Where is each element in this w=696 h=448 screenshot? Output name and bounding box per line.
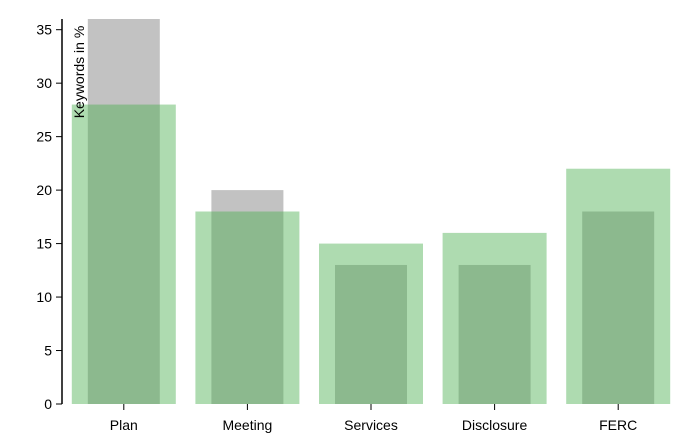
y-tick-label: 0 <box>44 396 52 412</box>
y-tick-label: 5 <box>44 343 52 359</box>
bar-series-1-ferc <box>582 211 655 404</box>
x-ticks: Plan Meeting Services Disclosure FERC <box>110 404 637 433</box>
bar-series-1-meeting <box>211 190 284 404</box>
series-2-bars <box>71 104 671 405</box>
bar-series-2-ferc <box>566 168 671 404</box>
y-tick-label: 20 <box>36 182 52 198</box>
bar-series-2-meeting <box>195 211 300 404</box>
y-axis: 0 5 10 15 20 25 30 35 <box>36 19 63 412</box>
y-axis-title: Keywords in % <box>71 26 87 119</box>
y-tick-label: 15 <box>36 236 52 252</box>
bar-series-2-plan <box>71 104 176 405</box>
bar-series-1-plan <box>87 19 160 404</box>
series-1-bars <box>87 19 655 404</box>
y-tick-label: 35 <box>36 22 52 38</box>
bar-series-1-disclosure <box>458 264 531 404</box>
x-tick-label: Services <box>344 417 398 433</box>
x-tick-label: Plan <box>110 417 138 433</box>
bar-series-1-services <box>335 264 407 404</box>
y-tick-label: 30 <box>36 75 52 91</box>
y-tick-label: 10 <box>36 289 52 305</box>
y-tick-label: 25 <box>36 129 52 145</box>
y-ticks: 0 5 10 15 20 25 30 35 <box>36 22 62 412</box>
x-tick-label: Meeting <box>222 417 272 433</box>
x-tick-label: Disclosure <box>462 417 528 433</box>
x-axis: Plan Meeting Services Disclosure FERC <box>110 404 637 433</box>
bar-series-2-services <box>319 243 423 404</box>
x-tick-label: FERC <box>599 417 637 433</box>
bar-series-2-disclosure <box>442 232 547 404</box>
